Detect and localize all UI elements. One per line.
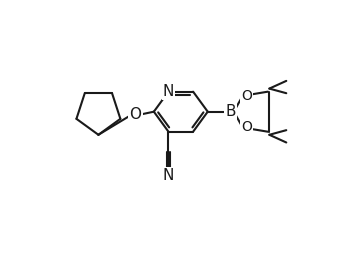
Text: O: O xyxy=(241,89,252,103)
Text: B: B xyxy=(225,104,236,119)
Text: O: O xyxy=(129,107,141,122)
Text: O: O xyxy=(241,120,252,134)
Text: N: N xyxy=(163,84,174,99)
Text: N: N xyxy=(163,168,174,183)
